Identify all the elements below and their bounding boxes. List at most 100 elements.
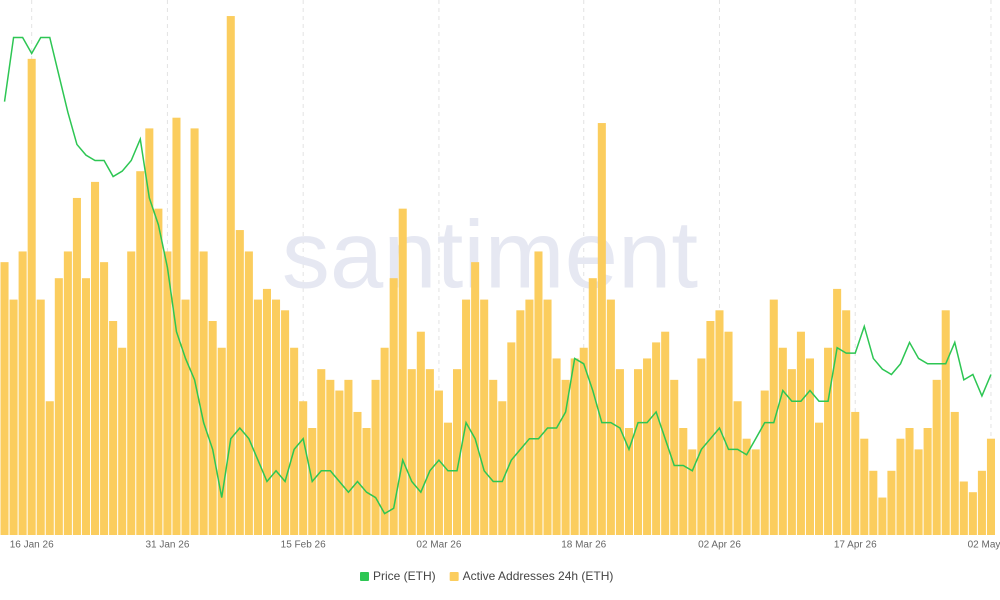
- bar: [661, 331, 670, 535]
- bar: [163, 251, 172, 535]
- bar: [507, 342, 516, 535]
- bar: [778, 347, 787, 535]
- bar: [588, 278, 597, 535]
- bar: [805, 358, 814, 535]
- bar: [136, 171, 145, 535]
- bar: [443, 422, 452, 535]
- bar: [697, 358, 706, 535]
- bar: [18, 251, 27, 535]
- bar: [371, 379, 380, 535]
- bar: [81, 278, 90, 535]
- bar: [217, 347, 226, 535]
- bar: [914, 449, 923, 535]
- bar: [534, 251, 543, 535]
- bar: [407, 369, 416, 535]
- bar: [145, 128, 154, 535]
- bar: [398, 208, 407, 535]
- bar: [281, 310, 290, 535]
- bar: [842, 310, 851, 535]
- bar: [769, 299, 778, 535]
- bar: [851, 411, 860, 535]
- bar: [624, 428, 633, 535]
- bar: [570, 358, 579, 535]
- bar: [824, 347, 833, 535]
- bar: [706, 321, 715, 535]
- bar: [425, 369, 434, 535]
- bar: [742, 438, 751, 535]
- bar: [733, 401, 742, 535]
- bar: [154, 208, 163, 535]
- bar: [109, 321, 118, 535]
- bar: [815, 422, 824, 535]
- legend-label: Price (ETH): [373, 569, 436, 583]
- legend: Price (ETH) Active Addresses 24h (ETH): [360, 569, 613, 583]
- bar: [968, 492, 977, 535]
- bar: [326, 379, 335, 535]
- bar: [905, 428, 914, 535]
- x-tick-label: 31 Jan 26: [145, 540, 189, 551]
- bar: [615, 369, 624, 535]
- bar: [353, 411, 362, 535]
- x-tick-label: 02 Mar 26: [416, 540, 461, 551]
- bar: [27, 58, 36, 535]
- bar: [670, 379, 679, 535]
- bar: [335, 390, 344, 535]
- bar: [932, 379, 941, 535]
- x-tick-label: 15 Feb 26: [281, 540, 326, 551]
- bar: [63, 251, 72, 535]
- bar: [235, 230, 244, 536]
- bar: [100, 262, 109, 535]
- price-line: [3, 36, 992, 515]
- bar: [679, 428, 688, 535]
- bar: [127, 251, 136, 535]
- bar: [434, 390, 443, 535]
- bar: [869, 470, 878, 535]
- bar: [715, 310, 724, 535]
- bar: [389, 278, 398, 535]
- bar: [498, 401, 507, 535]
- bar: [9, 299, 18, 535]
- bar: [525, 299, 534, 535]
- bar: [643, 358, 652, 535]
- x-tick-label: 02 Apr 26: [698, 540, 741, 551]
- bar: [118, 347, 127, 535]
- bar: [516, 310, 525, 535]
- bar: [652, 342, 661, 535]
- legend-swatch: [360, 572, 369, 581]
- bar: [0, 262, 9, 535]
- bar: [181, 299, 190, 535]
- bar: [54, 278, 63, 535]
- bar: [253, 299, 262, 535]
- bar: [724, 331, 733, 535]
- bar: [887, 470, 896, 535]
- bar: [896, 438, 905, 535]
- bar: [471, 262, 480, 535]
- bar: [606, 299, 615, 535]
- bar: [579, 347, 588, 535]
- bar: [244, 251, 253, 535]
- bar: [833, 288, 842, 535]
- bar: [688, 449, 697, 535]
- bar: [977, 470, 986, 535]
- bar: [380, 347, 389, 535]
- bar: [634, 369, 643, 535]
- bar: [480, 299, 489, 535]
- bar: [787, 369, 796, 535]
- bar: [950, 411, 959, 535]
- bar: [543, 299, 552, 535]
- bar: [317, 369, 326, 535]
- bar: [878, 497, 887, 535]
- bar: [561, 379, 570, 535]
- bar: [552, 358, 561, 535]
- bar: [226, 16, 235, 536]
- bar: [860, 438, 869, 535]
- bar: [416, 331, 425, 535]
- bar: [190, 128, 199, 535]
- legend-swatch: [449, 572, 459, 581]
- bar: [91, 181, 100, 535]
- bar: [986, 438, 995, 535]
- bar: [72, 197, 81, 535]
- bar: [453, 369, 462, 535]
- x-tick-label: 02 May 26: [968, 540, 1000, 551]
- bar: [760, 390, 769, 535]
